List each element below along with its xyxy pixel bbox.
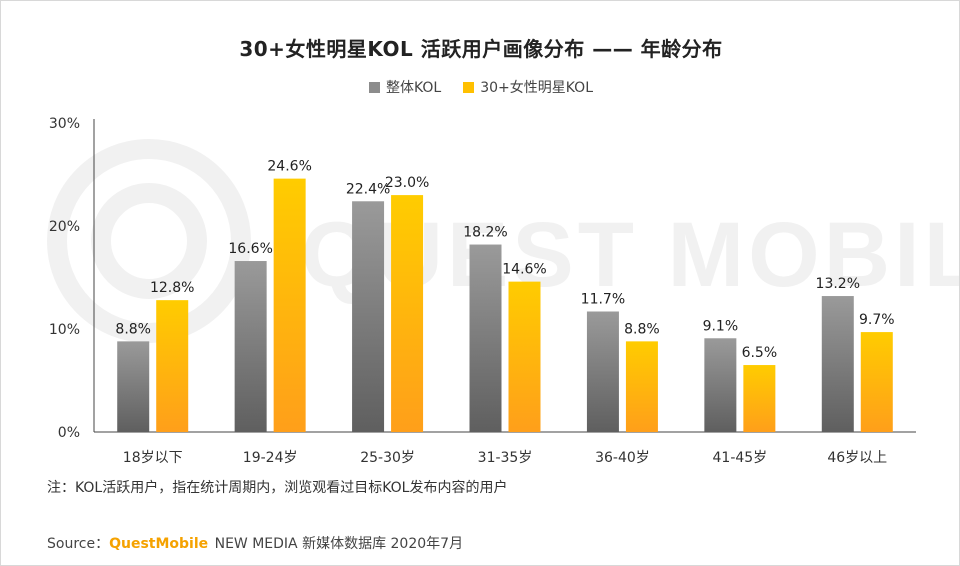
- bar-female-star: [273, 178, 306, 432]
- chart-title: 30+女性明星KOL 活跃用户画像分布 —— 年龄分布: [239, 37, 723, 61]
- legend-label-overall: 整体KOL: [385, 80, 442, 96]
- data-label-female-star: 6.5%: [742, 345, 778, 361]
- y-tick-label: 20%: [49, 219, 80, 235]
- bar-overall: [469, 244, 502, 432]
- x-tick-label: 36-40岁: [595, 450, 650, 466]
- bar-female-star: [156, 300, 189, 432]
- data-label-female-star: 8.8%: [624, 321, 660, 337]
- bar-female-star: [625, 341, 658, 432]
- legend-item-overall: 整体KOL: [368, 77, 442, 97]
- legend: 整体KOL 30+女性明星KOL: [1, 77, 959, 97]
- data-label-overall: 22.4%: [346, 181, 390, 197]
- y-tick-label: 30%: [49, 116, 80, 132]
- bar-female-star: [860, 332, 893, 432]
- x-tick-label: 25-30岁: [360, 450, 415, 466]
- bar-female-star: [508, 281, 541, 432]
- footnote: 注：KOL活跃用户，指在统计周期内，浏览观看过目标KOL发布内容的用户: [47, 480, 508, 496]
- legend-swatch-overall: [368, 81, 380, 93]
- bar-female-star: [743, 365, 776, 432]
- bar-overall: [117, 341, 150, 432]
- data-label-female-star: 14.6%: [502, 262, 546, 278]
- source-line: Source： QuestMobile NEW MEDIA 新媒体数据库 202…: [47, 533, 463, 553]
- data-label-female-star: 23.0%: [385, 175, 429, 191]
- bar-overall: [586, 311, 619, 432]
- legend-item-female-star: 30+女性明星KOL: [463, 77, 593, 97]
- bar-female-star: [391, 195, 424, 432]
- data-label-female-star: 24.6%: [267, 159, 311, 175]
- x-tick-label: 46岁以上: [827, 450, 887, 466]
- data-label-overall: 11.7%: [581, 291, 625, 307]
- x-tick-label: 31-35岁: [478, 450, 533, 466]
- x-tick-label: 18岁以下: [123, 450, 183, 466]
- data-label-female-star: 9.7%: [859, 312, 895, 328]
- x-tick-label: 41-45岁: [713, 450, 768, 466]
- data-label-overall: 8.8%: [115, 321, 151, 337]
- source-rest: NEW MEDIA 新媒体数据库 2020年7月: [210, 536, 464, 552]
- legend-label-female-star: 30+女性明星KOL: [480, 80, 593, 96]
- source-label: Source：: [47, 536, 110, 552]
- legend-swatch-female-star: [463, 81, 475, 93]
- data-label-overall: 18.2%: [463, 225, 507, 241]
- bar-overall: [704, 338, 737, 432]
- data-label-female-star: 12.8%: [150, 280, 194, 296]
- bar-overall: [821, 296, 854, 432]
- data-label-overall: 16.6%: [228, 241, 272, 257]
- x-tick-label: 19-24岁: [243, 450, 298, 466]
- y-tick-label: 10%: [49, 322, 80, 338]
- data-label-overall: 9.1%: [703, 318, 739, 334]
- bar-overall: [234, 261, 267, 432]
- y-tick-label: 0%: [58, 425, 80, 441]
- source-brand: QuestMobile: [109, 536, 209, 552]
- bar-overall: [352, 201, 385, 432]
- data-label-overall: 13.2%: [816, 276, 860, 292]
